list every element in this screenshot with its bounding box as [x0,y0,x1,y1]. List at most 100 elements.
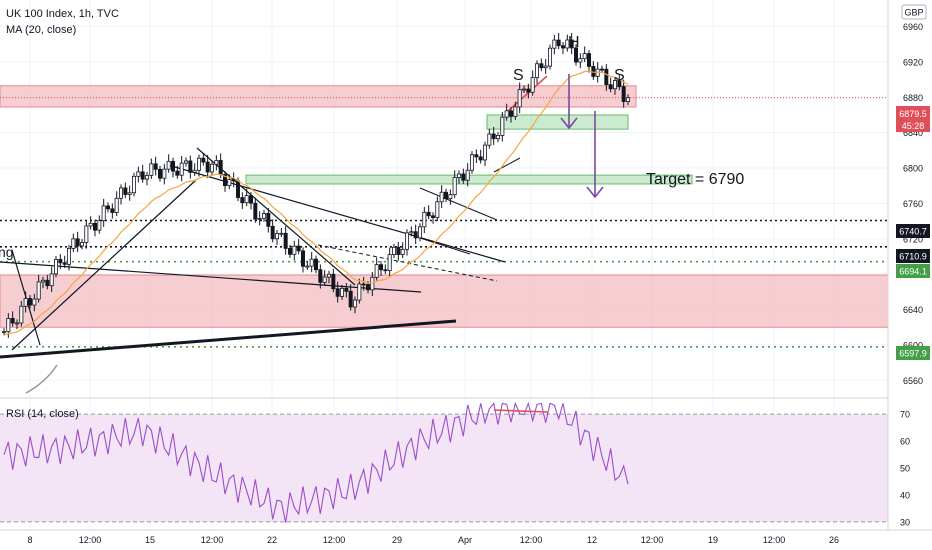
candles [2,32,631,338]
countdown-value: 45:28 [902,121,925,131]
candle-body [179,162,184,176]
candle-body [339,287,344,297]
candle-body [417,226,422,239]
candle-body [608,84,613,90]
time-tick-label: 19 [708,535,718,545]
candle-body [422,211,427,228]
candle-body [248,195,253,204]
candle-body [504,110,509,118]
candle-body [274,233,279,240]
candle-body [58,258,63,264]
candle-body [270,225,275,240]
candle-body [600,68,605,71]
candle-body [235,180,240,198]
candle-body [41,279,46,283]
candle-body [170,160,175,172]
candle-body [153,163,158,170]
candle-body [240,197,245,204]
candle-body [23,298,28,307]
time-ticks: 8 12:00 15 12:00 22 12:00 29 Apr 12:00 12 12:00 19 1… [27,535,839,545]
candle-body [365,284,370,291]
candle-body [370,276,375,291]
candle-body [322,276,327,283]
candle-body [19,305,24,324]
target-arrow-head [586,186,604,199]
candle-body [517,89,522,108]
candle-body [157,168,162,179]
candle-body [253,202,258,220]
candle-body [227,179,232,187]
candle-body [535,63,540,78]
candle-body [495,135,500,140]
price-tick-label: 6640 [903,305,923,315]
candle-body [561,45,566,49]
level-4-value: 6597.9 [899,349,927,359]
time-tick-label: 12:00 [79,535,102,545]
candle-body [101,205,106,222]
price-tick-label: 6880 [903,93,923,103]
candle-body [335,288,340,297]
candle-body [569,39,574,49]
candle-body [287,248,292,255]
candle-body [93,222,98,231]
candle-body [326,273,331,278]
candle-body [352,299,357,308]
head-label: H [568,34,580,51]
candle-body [140,171,145,180]
price-tick-label: 6760 [903,199,923,209]
arrows [560,74,604,199]
candle-body [144,174,149,180]
candle-body [344,287,349,292]
price-scale[interactable]: 6960692068806840680067606720668066406600… [887,0,932,530]
candle-body [6,318,11,333]
candle-body [456,173,461,178]
time-scale[interactable]: 8 12:00 15 12:00 22 12:00 29 Apr 12:00 12 12:00 19 1… [0,529,932,545]
candle-body [292,245,297,255]
rsi-pane[interactable]: RSI (14, close) [0,401,888,523]
candle-body [110,208,115,213]
candle-body [443,191,448,200]
candle-body [478,156,483,161]
candle-body [75,238,80,247]
candle-body [539,63,544,69]
time-tick-label: 12:00 [641,535,664,545]
candle-body [49,273,54,287]
candle-body [500,116,505,136]
flag-upper-trendline [419,187,498,221]
price-tick-label: 6560 [903,376,923,386]
candle-body [439,191,444,203]
candle-body [175,170,180,176]
candle-body [214,160,219,165]
price-tick-label: 6720 [903,234,923,244]
rsi-line [3,401,629,523]
candle-body [54,258,59,275]
candle-body [149,163,154,176]
candle-body [465,169,470,181]
candle-body [530,77,535,93]
candle-body [88,222,93,227]
rising-trendline [11,179,197,351]
rsi-divergence-line [493,409,549,413]
time-tick-label: 12:00 [201,535,224,545]
candle-body [487,133,492,146]
candle-body [162,168,167,179]
candle-body [409,231,414,234]
candle-body [513,106,518,117]
price-tick-label: 6960 [903,22,923,32]
candle-body [469,154,474,171]
ma-label: MA (20, close) [6,24,76,36]
level-1-value: 6740.7 [899,227,927,237]
time-tick-label: Apr [458,535,472,545]
candle-body [192,169,197,173]
current-price-value: 6879.5 [899,109,927,119]
curve-mark [25,364,58,394]
rsi-band [0,414,888,522]
candle-body [331,273,336,290]
level-lines [0,97,888,348]
head-arrow-head [560,117,578,130]
price-tick-label: 6840 [903,128,923,138]
currency-badge[interactable] [901,4,927,20]
candle-body [136,171,141,177]
candle-body [222,174,227,187]
